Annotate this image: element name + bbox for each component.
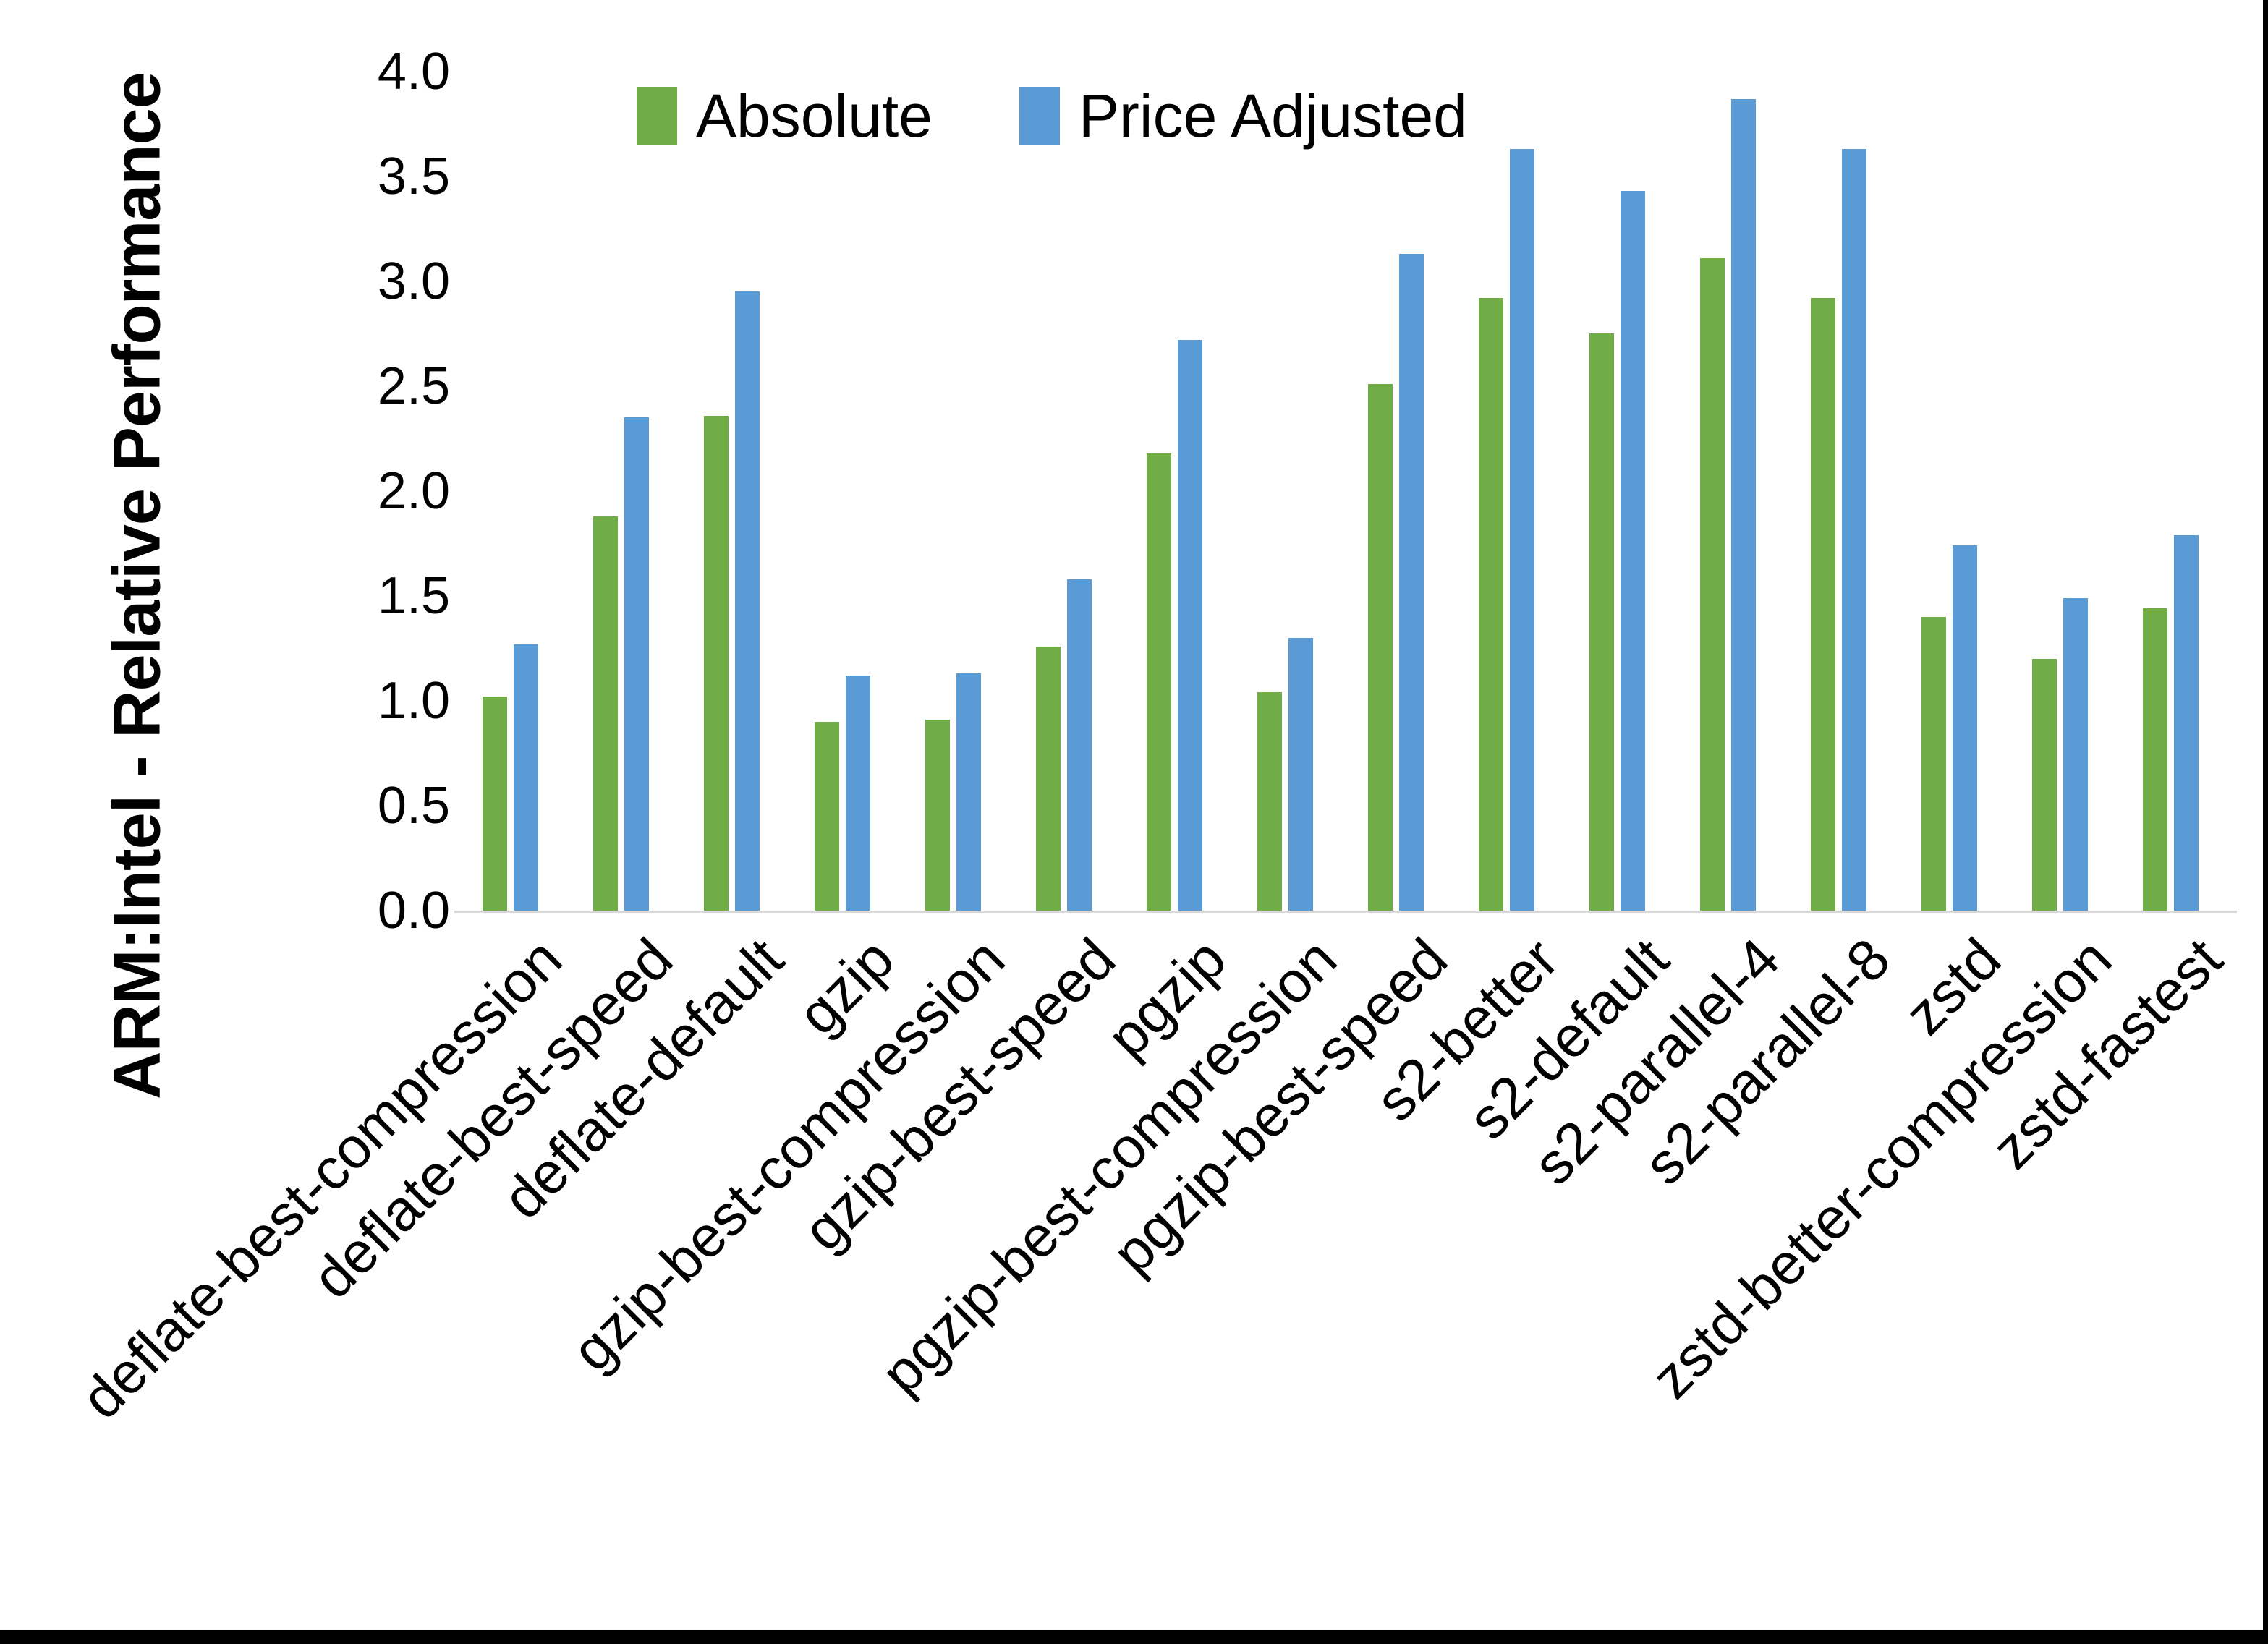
legend-item-absolute: Absolute xyxy=(637,85,933,146)
bar-absolute-s2-default xyxy=(1589,333,1614,911)
bar-absolute-zstd-better-compression xyxy=(2032,659,2057,911)
bar-absolute-deflate-best-compression xyxy=(483,697,507,911)
y-tick-label: 0.0 xyxy=(377,882,450,940)
y-axis-title: ARM:Intel - Relative Performance xyxy=(100,72,174,1099)
page-border-bottom xyxy=(0,1630,2268,1644)
legend: Absolute Price Adjusted xyxy=(637,85,1467,146)
bar-price-adjusted-gzip-best-speed xyxy=(1067,579,1092,911)
bar-price-adjusted-gzip-best-compression xyxy=(956,673,981,911)
legend-swatch-icon xyxy=(637,87,677,145)
y-tick-label: 1.5 xyxy=(377,567,450,625)
bar-price-adjusted-s2-parallel-8 xyxy=(1842,149,1866,911)
bar-absolute-gzip xyxy=(815,722,839,911)
bar-price-adjusted-s2-default xyxy=(1621,191,1645,911)
bar-absolute-zstd-fastest xyxy=(2143,608,2167,911)
bar-price-adjusted-zstd-better-compression xyxy=(2063,598,2088,911)
x-axis-line xyxy=(454,911,2237,913)
bar-price-adjusted-s2-better xyxy=(1510,149,1534,911)
bar-absolute-s2-parallel-8 xyxy=(1811,298,1835,911)
bar-absolute-pgzip xyxy=(1147,453,1171,911)
bar-price-adjusted-pgzip-best-compression xyxy=(1288,638,1313,911)
legend-swatch-icon xyxy=(1019,87,1060,145)
y-tick-label: 1.0 xyxy=(377,672,450,730)
bar-price-adjusted-deflate-best-speed xyxy=(624,417,649,911)
bar-absolute-deflate-best-speed xyxy=(593,516,618,911)
bar-absolute-s2-better xyxy=(1479,298,1503,911)
legend-item-price-adjusted: Price Adjusted xyxy=(1019,85,1467,146)
bar-absolute-pgzip-best-compression xyxy=(1257,692,1282,911)
bar-price-adjusted-zstd-fastest xyxy=(2174,535,2199,911)
bar-absolute-pgzip-best-speed xyxy=(1368,384,1393,911)
y-tick-label: 0.5 xyxy=(377,777,450,835)
y-tick-label: 3.5 xyxy=(377,148,450,205)
bar-absolute-s2-parallel-4 xyxy=(1700,258,1725,911)
bar-price-adjusted-deflate-best-compression xyxy=(514,644,538,911)
legend-label: Price Adjusted xyxy=(1078,82,1467,150)
bar-price-adjusted-pgzip-best-speed xyxy=(1399,254,1424,911)
bar-price-adjusted-pgzip xyxy=(1178,340,1202,911)
bar-absolute-deflate-default xyxy=(704,416,729,911)
legend-label: Absolute xyxy=(696,82,933,150)
bar-price-adjusted-deflate-default xyxy=(735,291,760,911)
y-tick-label: 2.5 xyxy=(377,357,450,415)
page-border-right xyxy=(2263,0,2268,1644)
y-tick-label: 4.0 xyxy=(377,43,450,101)
bar-absolute-zstd xyxy=(1921,617,1946,911)
bar-price-adjusted-gzip xyxy=(846,676,870,911)
y-tick-label: 3.0 xyxy=(377,252,450,310)
bar-absolute-gzip-best-speed xyxy=(1036,647,1061,911)
y-tick-label: 2.0 xyxy=(377,462,450,520)
bar-price-adjusted-zstd xyxy=(1953,545,1977,911)
bar-absolute-gzip-best-compression xyxy=(925,720,950,911)
bar-price-adjusted-s2-parallel-4 xyxy=(1731,99,1756,911)
